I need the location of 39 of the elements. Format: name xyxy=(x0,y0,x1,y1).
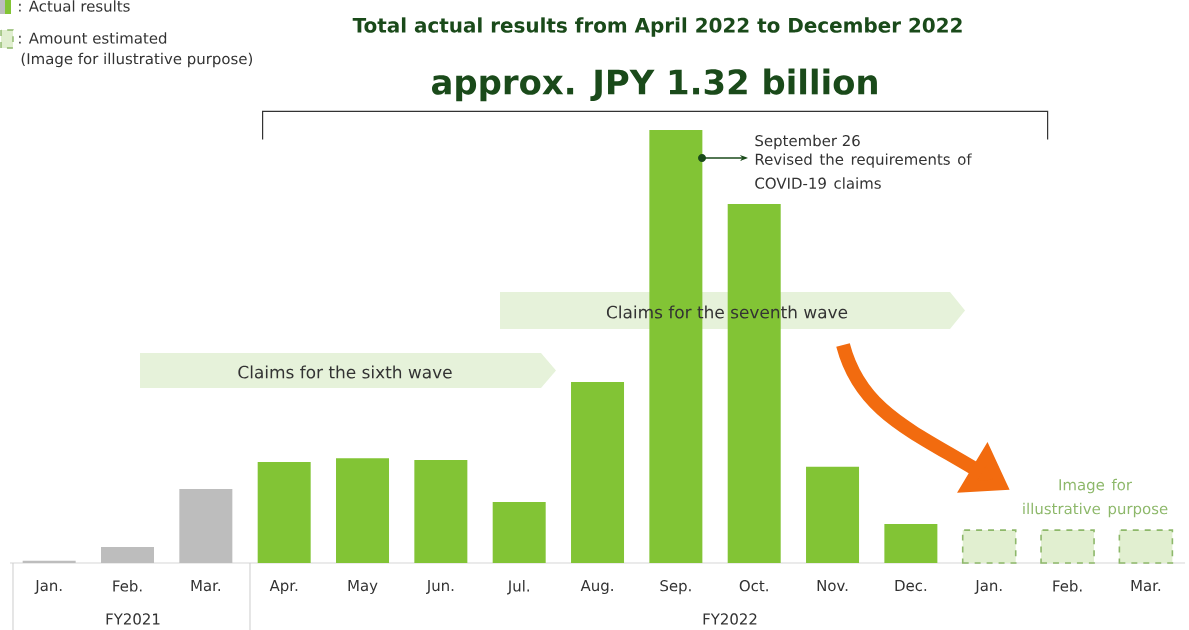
annotation: Claims for the sixth wave xyxy=(238,365,452,379)
bar xyxy=(492,501,546,563)
bar xyxy=(101,546,155,563)
chart-title: Total actual results from April 2022 to December 2022 xyxy=(352,17,962,37)
bar xyxy=(257,462,311,563)
x-tick-label: May xyxy=(348,580,378,595)
x-tick-label: Feb. xyxy=(113,580,142,592)
bar xyxy=(884,524,938,563)
annotation: September 26 xyxy=(755,134,860,150)
bar xyxy=(336,458,390,563)
x-tick-label: Dec. xyxy=(895,580,927,592)
bar xyxy=(806,466,860,563)
x-tick-label: Jun. xyxy=(426,580,454,594)
bar xyxy=(22,560,76,563)
x-tick-label: Mar. xyxy=(1131,580,1161,592)
text: (Image for illustrative purpose) xyxy=(21,52,253,68)
x-tick-label: Sep. xyxy=(660,580,691,595)
x-tick-label: Apr. xyxy=(269,580,298,595)
bar xyxy=(1118,529,1174,564)
bar xyxy=(961,529,1017,564)
text: FY2022 xyxy=(703,613,757,625)
bar xyxy=(1040,529,1095,564)
x-tick-label: Jul. xyxy=(507,580,529,595)
bar xyxy=(571,382,625,563)
annotation: Image for illustrative purpose xyxy=(1023,478,1168,518)
bar xyxy=(179,488,233,563)
legend-label: : Actual results xyxy=(19,0,130,12)
bar xyxy=(414,459,468,563)
x-tick-label: Feb. xyxy=(1053,580,1082,592)
text: FY2021 xyxy=(106,613,160,625)
annotation: Revised the requirements of COVID-19 claims xyxy=(755,153,972,189)
x-tick-label: Nov. xyxy=(817,580,848,592)
x-tick-label: Aug. xyxy=(580,580,613,595)
x-tick-label: Oct. xyxy=(739,580,768,592)
legend-label: : Amount estimated xyxy=(19,32,167,44)
chart-subtitle: approx. JPY 1.32 billion xyxy=(431,68,877,102)
x-tick-label: Jan. xyxy=(34,580,62,594)
x-tick-label: Jan. xyxy=(974,580,1002,594)
x-tick-label: Mar. xyxy=(191,580,221,592)
